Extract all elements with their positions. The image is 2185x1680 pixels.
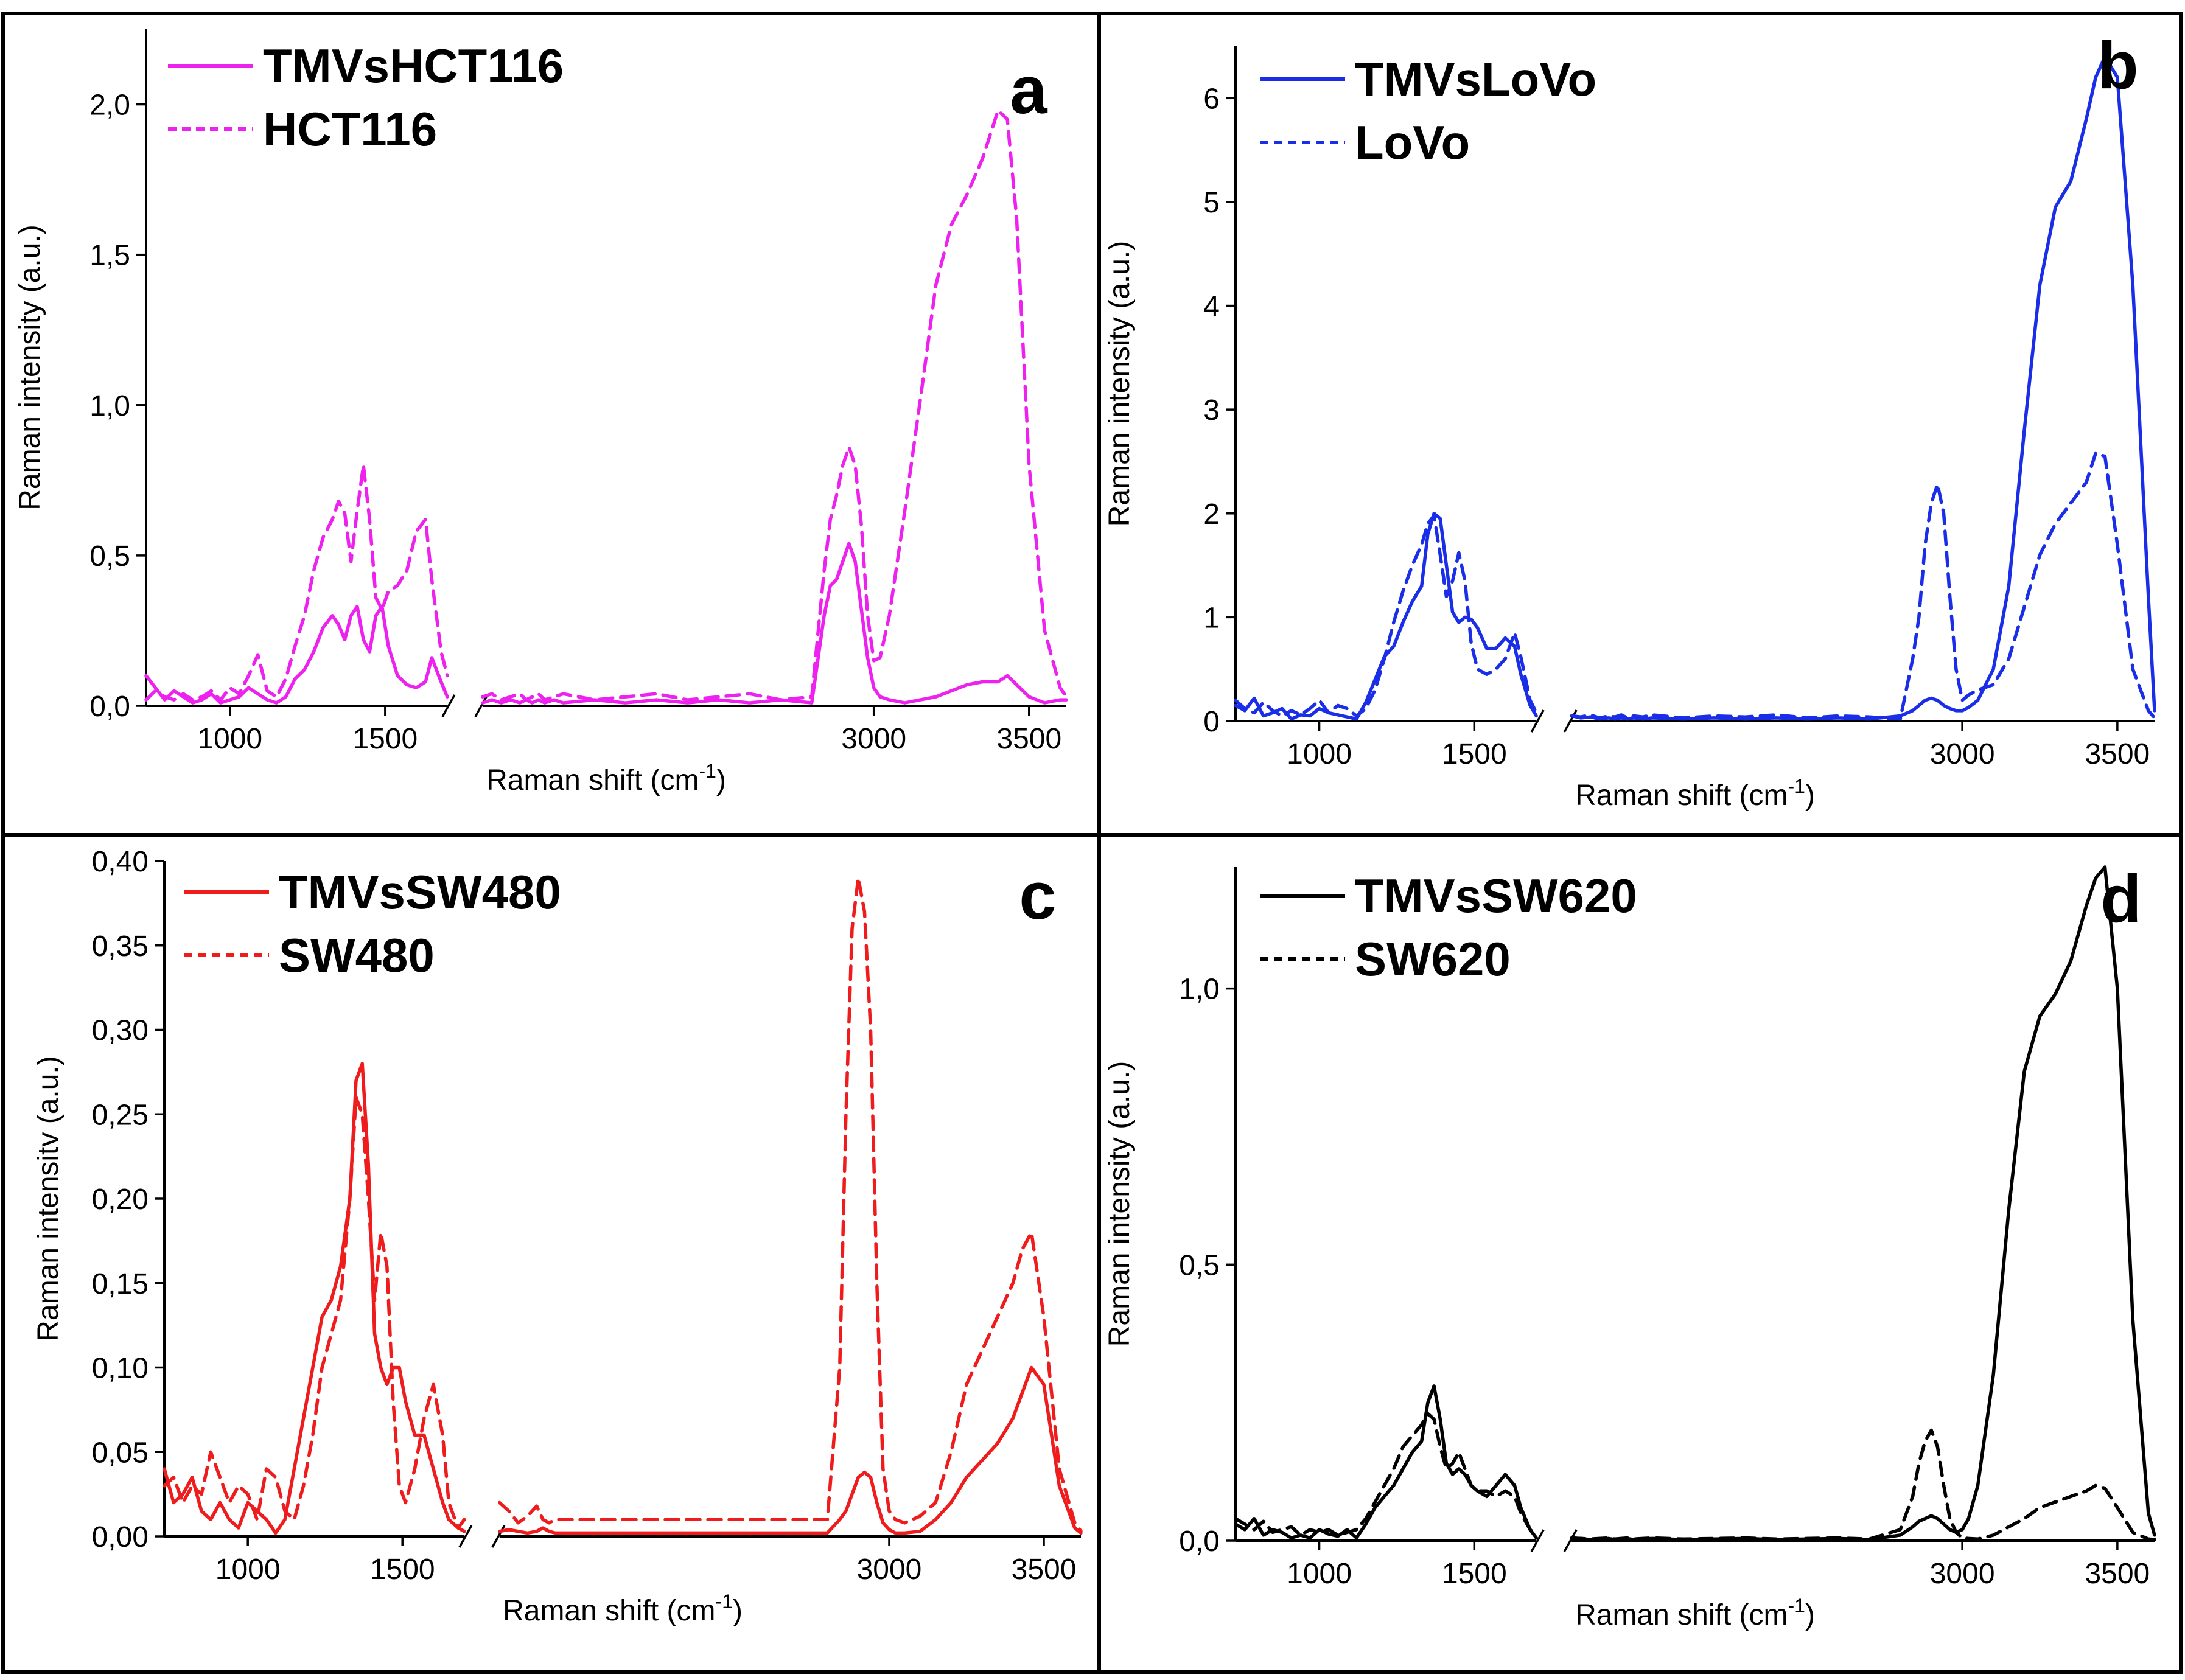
panel-c-axis-break-mark <box>491 1525 506 1548</box>
panel-c-y-tick-label: 0,40 <box>92 846 149 878</box>
panel-c-legend-label-sw480: SW480 <box>279 929 435 982</box>
panel-b: 1000 1500 3000 3500 0 1 2 3 4 5 6 Raman shift (cm-1… <box>1103 28 2156 812</box>
panel-c-x-tick-label: 3000 <box>857 1553 922 1586</box>
figure-frame <box>1 12 2183 1674</box>
panel-c-axis-break-mark <box>458 1525 473 1548</box>
panel-d-series-line-sw620 <box>1234 1412 2156 1541</box>
panel-c-label: c <box>1019 859 1056 933</box>
panel-a-series-line-tmvshct116 <box>144 542 1068 705</box>
panel-a-axis-break-mark <box>441 694 456 717</box>
panel-b-x-tick-label: 3000 <box>1930 738 1995 770</box>
panel-b-y-tick-label: 4 <box>1203 291 1220 323</box>
panel-a-y-axis-title: Raman intensity (a.u.) <box>14 225 46 511</box>
panel-b-y-tick-label: 6 <box>1203 83 1220 115</box>
panel-c-y-tick-label: 0,05 <box>92 1437 149 1469</box>
panel-a-y-tick-label: 1,0 <box>89 390 130 422</box>
panel-d-y-tick-label: 0,0 <box>1179 1525 1220 1558</box>
panel-a-label: a <box>1010 53 1047 128</box>
panel-a-series-line-hct116 <box>144 108 1068 702</box>
panel-a-x-tick-label: 3000 <box>841 723 906 755</box>
panel-c-y-tick-label: 0,00 <box>92 1521 149 1553</box>
panel-a-y-tick-label: 2,0 <box>89 89 130 122</box>
panel-d-x-tick-label: 3500 <box>2085 1558 2150 1590</box>
panel-a-legend-label-hct116: HCT116 <box>263 102 437 156</box>
panel-b-axis-break-mark <box>1563 709 1578 733</box>
panel-d-x-tick-label: 1000 <box>1287 1558 1352 1590</box>
panel-a: 1000 1500 3000 3500 0,0 0,5 1,0 1,5 2,0 Raman shi… <box>14 29 1068 796</box>
panel-d-x-tick-label: 1500 <box>1442 1558 1507 1590</box>
panel-d-axis-break-mark <box>1563 1529 1578 1552</box>
panel-b-y-tick-label: 0 <box>1203 706 1220 738</box>
panel-a-x-axis-title: Raman shift (cm-1) <box>486 760 726 796</box>
panel-c-x-axis-title: Raman shift (cm-1) <box>503 1591 743 1627</box>
panel-b-y-axis-title: Raman intensity (a.u.) <box>1103 241 1136 527</box>
panel-b-x-tick-label: 1000 <box>1287 738 1352 770</box>
panel-c: 1000 1500 3000 3500 0,00 0,05 0,10 0,15 0,20 0,25… <box>32 846 1083 1627</box>
panel-d-x-tick-label: 3000 <box>1930 1558 1995 1590</box>
panel-c-x-tick-label: 1500 <box>370 1553 435 1586</box>
panel-c-series-line-tmvssw480 <box>163 1062 1083 1535</box>
panel-c-y-tick-label: 0,25 <box>92 1099 149 1131</box>
panel-c-legend-label-tmvssw480: TMVsSW480 <box>279 865 561 919</box>
panel-b-y-tick-label: 5 <box>1203 187 1220 219</box>
panel-a-x-tick-label: 1500 <box>352 723 418 755</box>
panel-d-axis-break-mark <box>1530 1529 1545 1552</box>
panel-b-axis-break-mark <box>1530 709 1545 733</box>
panel-d-y-tick-label: 0,5 <box>1179 1249 1220 1281</box>
panel-c-y-tick-label: 0,30 <box>92 1015 149 1047</box>
panel-d-legend-label-sw620: SW620 <box>1355 932 1511 986</box>
panel-d-label: d <box>2100 862 2141 936</box>
panel-b-x-tick-label: 1500 <box>1442 738 1507 770</box>
panel-b-legend-label-tmvslovo: TMVsLoVo <box>1355 52 1596 106</box>
panel-c-y-axis-title: Raman intensitv (a.u.) <box>32 1056 65 1342</box>
panel-b-series-line-lovo <box>1234 451 2156 721</box>
panel-a-x-tick-label: 3500 <box>996 723 1061 755</box>
chart-panels: 1000 1500 3000 3500 0,0 0,5 1,0 1,5 2,0 Raman shi… <box>14 28 2156 1631</box>
panel-c-y-tick-label: 0,10 <box>92 1353 149 1385</box>
panel-a-legend-label-tmvshct116: TMVsHCT116 <box>263 39 564 92</box>
panel-a-y-tick-label: 0,5 <box>89 540 130 573</box>
panel-d-y-tick-label: 1,0 <box>1179 974 1220 1006</box>
panel-b-y-tick-label: 1 <box>1203 602 1220 634</box>
panel-c-y-tick-label: 0,35 <box>92 930 149 963</box>
panel-b-legend-label-lovo: LoVo <box>1355 116 1470 169</box>
panel-b-x-axis-title: Raman shift (cm-1) <box>1575 775 1815 812</box>
panel-b-y-tick-label: 3 <box>1203 394 1220 427</box>
panel-b-series-line-tmvslovo <box>1234 55 2156 721</box>
panel-b-label: b <box>2097 28 2138 103</box>
panel-a-x-tick-label: 1000 <box>197 723 262 755</box>
panel-d-legend-label-tmvssw620: TMVsSW620 <box>1355 869 1637 922</box>
panel-d: 1000 1500 3000 3500 0,0 0,5 1,0 Raman shift (cm… <box>1103 862 2156 1631</box>
panel-c-x-tick-label: 1000 <box>215 1553 281 1586</box>
panel-b-y-tick-label: 2 <box>1203 498 1220 531</box>
panel-b-x-tick-label: 3500 <box>2085 738 2150 770</box>
panel-c-x-tick-label: 3500 <box>1012 1553 1077 1586</box>
panel-c-series-line-sw480 <box>163 876 1083 1533</box>
panel-a-y-tick-label: 1,5 <box>89 240 130 272</box>
panel-a-axis-break-mark <box>474 694 489 717</box>
panel-a-y-tick-label: 0,0 <box>89 691 130 723</box>
panel-d-y-axis-title: Raman intensity (a.u.) <box>1103 1061 1136 1347</box>
panel-c-y-tick-label: 0,20 <box>92 1183 149 1216</box>
panel-d-x-axis-title: Raman shift (cm-1) <box>1575 1595 1815 1631</box>
panel-c-y-tick-label: 0,15 <box>92 1268 149 1300</box>
